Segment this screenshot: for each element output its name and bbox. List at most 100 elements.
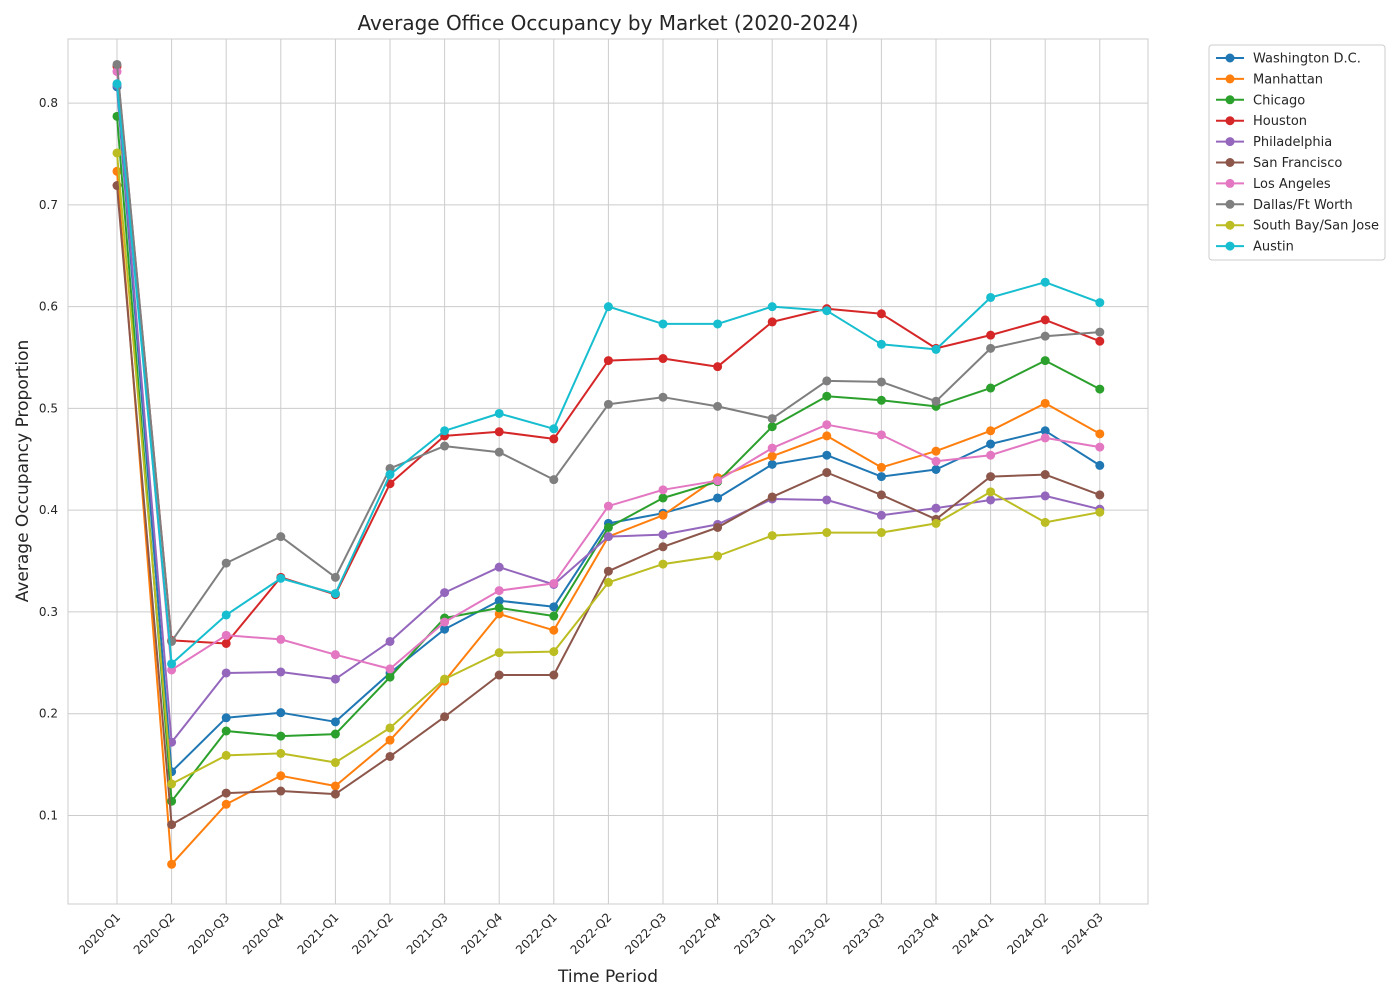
- data-point-manhattan: [1040, 398, 1050, 408]
- data-point-los-angeles: [549, 578, 559, 588]
- data-point-south-bay-san-jose: [658, 559, 668, 569]
- data-point-philadelphia: [494, 562, 504, 572]
- data-point-los-angeles: [494, 586, 504, 596]
- data-point-austin: [1040, 277, 1050, 287]
- data-point-san-francisco: [658, 542, 668, 552]
- data-point-los-angeles: [767, 443, 777, 453]
- data-point-manhattan: [276, 771, 286, 781]
- data-point-san-francisco: [385, 751, 395, 761]
- data-point-houston: [713, 362, 723, 372]
- data-point-manhattan: [767, 451, 777, 461]
- data-point-dallas-ft-worth: [822, 376, 832, 386]
- data-point-south-bay-san-jose: [603, 577, 613, 587]
- data-point-los-angeles: [385, 664, 395, 674]
- data-point-south-bay-san-jose: [876, 528, 886, 538]
- legend-item-los-angeles: Los Angeles: [1216, 177, 1331, 192]
- data-point-dallas-ft-worth: [330, 572, 340, 582]
- legend-swatch-marker: [1225, 158, 1235, 167]
- y-tick-label: 0.6: [39, 300, 58, 314]
- legend-label: Los Angeles: [1253, 177, 1331, 192]
- data-point-philadelphia: [658, 530, 668, 540]
- legend-item-philadelphia: Philadelphia: [1216, 135, 1332, 150]
- legend-swatch-marker: [1225, 74, 1235, 84]
- legend-item-washington-d-c: Washington D.C.: [1216, 52, 1361, 67]
- data-point-austin: [221, 610, 231, 620]
- data-point-chicago: [986, 383, 996, 393]
- data-point-south-bay-san-jose: [167, 779, 177, 789]
- data-point-dallas-ft-worth: [1095, 327, 1105, 337]
- data-point-philadelphia: [167, 737, 177, 747]
- series-austin: [112, 79, 1105, 669]
- y-axis-label: Average Occupancy Proportion: [13, 340, 33, 603]
- data-point-manhattan: [658, 510, 668, 520]
- data-point-houston: [1040, 315, 1050, 325]
- data-point-chicago: [658, 493, 668, 503]
- data-point-los-angeles: [986, 450, 996, 460]
- legend: Washington D.C. Manhattan Chicago Houston Ph…: [1208, 44, 1386, 261]
- data-point-philadelphia: [221, 668, 231, 678]
- data-point-los-angeles: [603, 501, 613, 511]
- data-point-manhattan: [167, 859, 177, 869]
- data-point-austin: [713, 319, 723, 329]
- data-point-south-bay-san-jose: [330, 758, 340, 768]
- data-point-los-angeles: [1095, 442, 1105, 452]
- data-point-washington-d-c: [330, 717, 340, 727]
- legend-label: Austin: [1253, 240, 1294, 255]
- data-point-south-bay-san-jose: [931, 518, 941, 528]
- data-point-washington-d-c: [822, 450, 832, 460]
- data-point-san-francisco: [167, 820, 177, 830]
- x-axis-label: Time Period: [557, 967, 658, 987]
- data-point-austin: [603, 302, 613, 312]
- data-point-houston: [221, 638, 231, 648]
- data-point-manhattan: [931, 446, 941, 456]
- data-point-washington-d-c: [876, 472, 886, 482]
- legend-frame: [1208, 44, 1386, 261]
- data-point-south-bay-san-jose: [112, 148, 122, 158]
- data-point-los-angeles: [330, 650, 340, 660]
- data-point-san-francisco: [276, 786, 286, 796]
- series-dallas-ft-worth: [112, 59, 1105, 646]
- chart-title: Average Office Occupancy by Market (2020…: [357, 11, 858, 35]
- data-point-philadelphia: [276, 667, 286, 677]
- data-point-manhattan: [549, 625, 559, 635]
- data-point-philadelphia: [876, 510, 886, 520]
- legend-items: Washington D.C. Manhattan Chicago Houston Ph…: [1216, 52, 1379, 255]
- legend-swatch-marker: [1225, 220, 1235, 230]
- legend-label: Dallas/Ft Worth: [1253, 198, 1353, 213]
- data-point-washington-d-c: [494, 596, 504, 606]
- data-point-south-bay-san-jose: [276, 748, 286, 758]
- data-point-san-francisco: [713, 522, 723, 532]
- data-point-austin: [876, 339, 886, 349]
- data-point-san-francisco: [1095, 490, 1105, 500]
- legend-swatch-marker: [1225, 178, 1235, 188]
- data-point-chicago: [1040, 356, 1050, 366]
- data-point-houston: [658, 354, 668, 364]
- data-point-los-angeles: [440, 617, 450, 627]
- y-axis-ticks: 0.1 0.2 0.3 0.4 0.5 0.6 0.7 0.8: [39, 96, 58, 822]
- data-point-south-bay-san-jose: [986, 487, 996, 497]
- data-point-washington-d-c: [931, 464, 941, 474]
- data-point-south-bay-san-jose: [221, 750, 231, 760]
- data-point-houston: [1095, 336, 1105, 346]
- data-point-washington-d-c: [276, 708, 286, 718]
- legend-label: Chicago: [1253, 93, 1305, 108]
- data-point-austin: [822, 306, 832, 316]
- data-point-manhattan: [330, 781, 340, 791]
- y-tick-label: 0.2: [39, 707, 58, 721]
- data-point-dallas-ft-worth: [276, 532, 286, 542]
- data-point-south-bay-san-jose: [440, 674, 450, 684]
- data-point-manhattan: [876, 462, 886, 472]
- data-point-dallas-ft-worth: [603, 399, 613, 409]
- data-point-austin: [167, 659, 177, 669]
- data-point-austin: [549, 424, 559, 434]
- data-point-chicago: [385, 672, 395, 682]
- y-tick-label: 0.3: [39, 605, 58, 619]
- series-chicago: [112, 111, 1105, 806]
- data-point-houston: [767, 317, 777, 327]
- data-point-philadelphia: [986, 495, 996, 505]
- data-point-los-angeles: [658, 485, 668, 495]
- data-point-los-angeles: [931, 456, 941, 466]
- legend-swatch-marker: [1225, 116, 1235, 126]
- data-point-chicago: [876, 395, 886, 405]
